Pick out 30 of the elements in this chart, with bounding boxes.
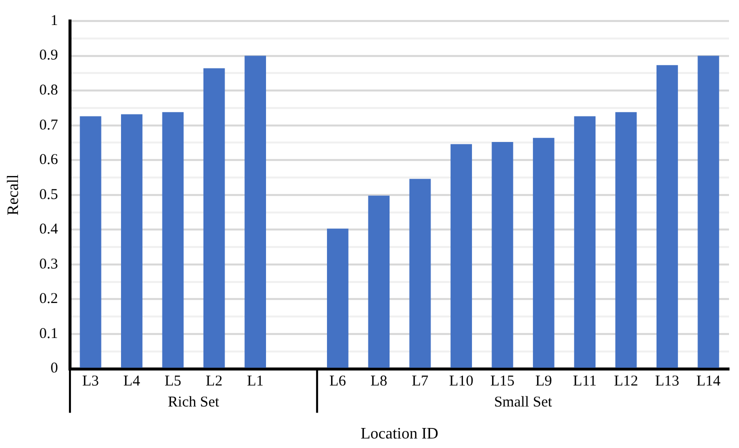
x-tick-label: L8 [370, 374, 388, 390]
x-tick-label: L4 [123, 374, 141, 390]
y-tick-label: 0.3 [39, 256, 58, 272]
y-tick-label: 0.7 [39, 117, 58, 134]
x-tick-label: L1 [246, 374, 264, 390]
x-tick-label: L11 [573, 374, 597, 390]
y-tick-label: 0.6 [39, 152, 58, 168]
y-tick-label: 0.2 [39, 291, 58, 308]
y-tick-label: 0.5 [39, 186, 58, 203]
y-tick-label: 1 [50, 12, 58, 29]
x-tick-label: L15 [490, 374, 515, 390]
y-axis-title: Recall [4, 174, 22, 216]
y-tick-label: 0.9 [39, 48, 58, 64]
x-tick-label: L9 [535, 374, 552, 390]
x-tick-label: L7 [412, 374, 429, 390]
x-tick-label: L2 [206, 374, 222, 390]
text: Small Set [494, 394, 553, 411]
x-tick-label: L13 [655, 374, 680, 390]
x-tick-label: L10 [449, 374, 474, 390]
text: Rich Set [168, 394, 220, 411]
x-tick-label: L14 [696, 374, 721, 390]
y-tick-label: 0.8 [39, 82, 58, 98]
y-tick-label: 0.1 [39, 326, 58, 342]
x-tick-label: L5 [164, 374, 182, 390]
x-tick-label: L3 [82, 374, 99, 390]
x-tick-label: L6 [329, 374, 347, 390]
x-axis-title: Location ID [360, 426, 438, 443]
y-tick-label: 0 [50, 360, 58, 377]
x-tick-label: L12 [614, 374, 638, 390]
y-tick-label: 0.4 [39, 222, 58, 238]
